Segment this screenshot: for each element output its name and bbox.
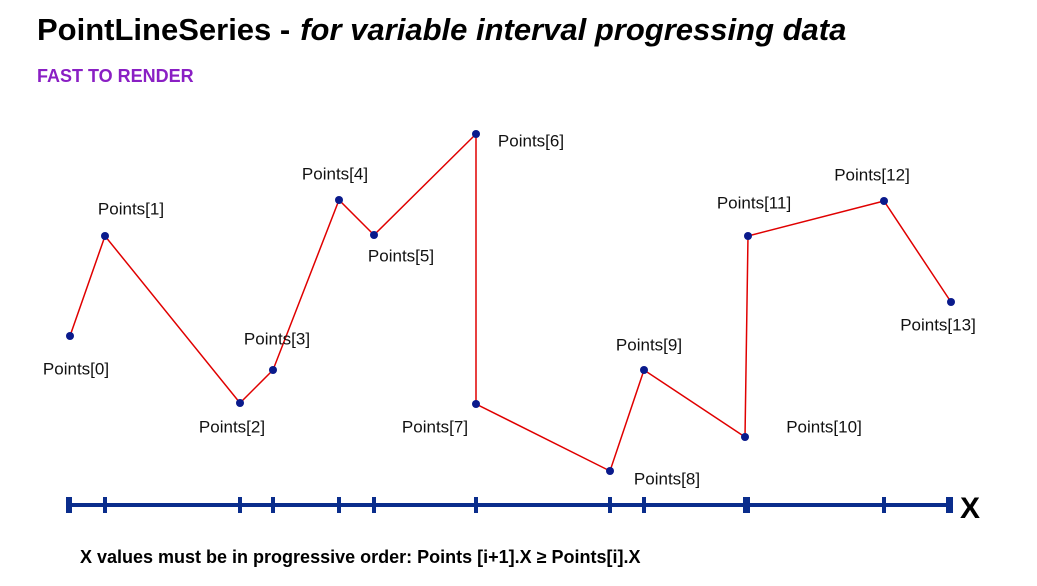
plot: X Points[0] Points[1] Points[2] Points[3] Poi… [43, 130, 980, 525]
point-marker [335, 196, 343, 204]
axis-label: X [960, 492, 980, 525]
series-line [69, 132, 952, 473]
point-label: Points[0] [43, 359, 109, 378]
point-label: Points[9] [616, 335, 682, 354]
point-label: Points[10] [786, 417, 862, 436]
point-marker [640, 366, 648, 374]
point-marker [606, 467, 614, 475]
title-main: PointLineSeries - [37, 12, 290, 47]
title: PointLineSeries - for variable interval p… [37, 12, 846, 47]
point-marker [370, 231, 378, 239]
point-marker [269, 366, 277, 374]
point-marker [880, 197, 888, 205]
point-marker [947, 298, 955, 306]
point-marker [472, 400, 480, 408]
point-marker [236, 399, 244, 407]
title-italic: for variable interval progressing data [300, 12, 846, 47]
point-label: Points[11] [717, 193, 791, 212]
point-label: Points[7] [402, 417, 468, 436]
footer-note: X values must be in progressive order: P… [80, 547, 641, 567]
point-label: Points[1] [98, 199, 164, 218]
point-label: Points[13] [900, 315, 976, 334]
point-label: Points[6] [498, 131, 564, 150]
point-marker [101, 232, 109, 240]
subtitle: FAST TO RENDER [37, 66, 194, 86]
point-marker [66, 332, 74, 340]
point-marker [472, 130, 480, 138]
point-marker [744, 232, 752, 240]
point-label: Points[5] [368, 246, 434, 265]
point-label: Points[3] [244, 329, 310, 348]
point-label: Points[12] [834, 165, 910, 184]
point-label: Points[4] [302, 164, 368, 183]
point-marker [741, 433, 749, 441]
point-label: Points[8] [634, 469, 700, 488]
point-label: Points[2] [199, 417, 265, 436]
